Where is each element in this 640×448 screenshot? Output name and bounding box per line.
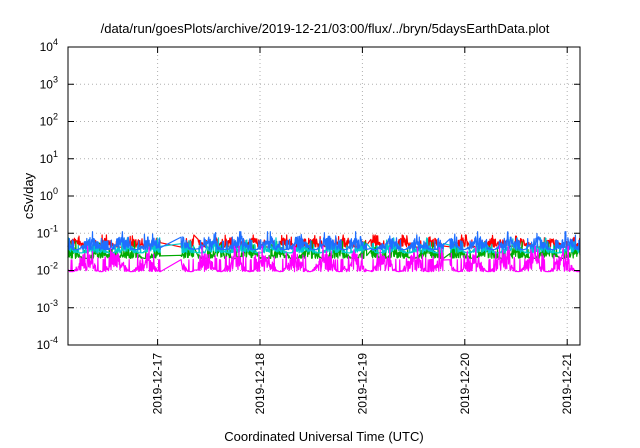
y-tick-label: 10-3 — [37, 298, 58, 315]
y-tick-label: 10-1 — [37, 223, 58, 240]
chart-title: /data/run/goesPlots/archive/2019-12-21/0… — [101, 21, 550, 36]
y-tick-label: 102 — [40, 112, 58, 129]
x-tick-label: 2019-12-19 — [355, 353, 369, 415]
x-axis-label: Coordinated Universal Time (UTC) — [224, 429, 423, 444]
y-tick-label: 100 — [40, 186, 58, 203]
x-tick-label: 2019-12-21 — [560, 353, 574, 415]
x-tick-label: 2019-12-17 — [151, 353, 165, 415]
y-tick-label: 10-2 — [37, 261, 58, 278]
series-line — [67, 231, 581, 251]
x-tick-label: 2019-12-18 — [253, 353, 267, 415]
grid — [68, 47, 580, 345]
y-axis: 10-4 10-3 10-2 10-1 100 101 102 103 104 — [37, 37, 580, 352]
series-line — [67, 245, 581, 273]
y-axis-label: cSv/day — [21, 172, 36, 219]
y-tick-label: 10-4 — [37, 335, 58, 352]
x-axis: 2019-12-17 2019-12-18 2019-12-19 2019-12-20… — [151, 47, 574, 415]
y-tick-label: 104 — [40, 37, 58, 54]
series-group — [67, 231, 581, 273]
y-tick-label: 101 — [40, 149, 58, 166]
y-tick-label: 103 — [40, 74, 58, 91]
x-tick-label: 2019-12-20 — [458, 353, 472, 415]
